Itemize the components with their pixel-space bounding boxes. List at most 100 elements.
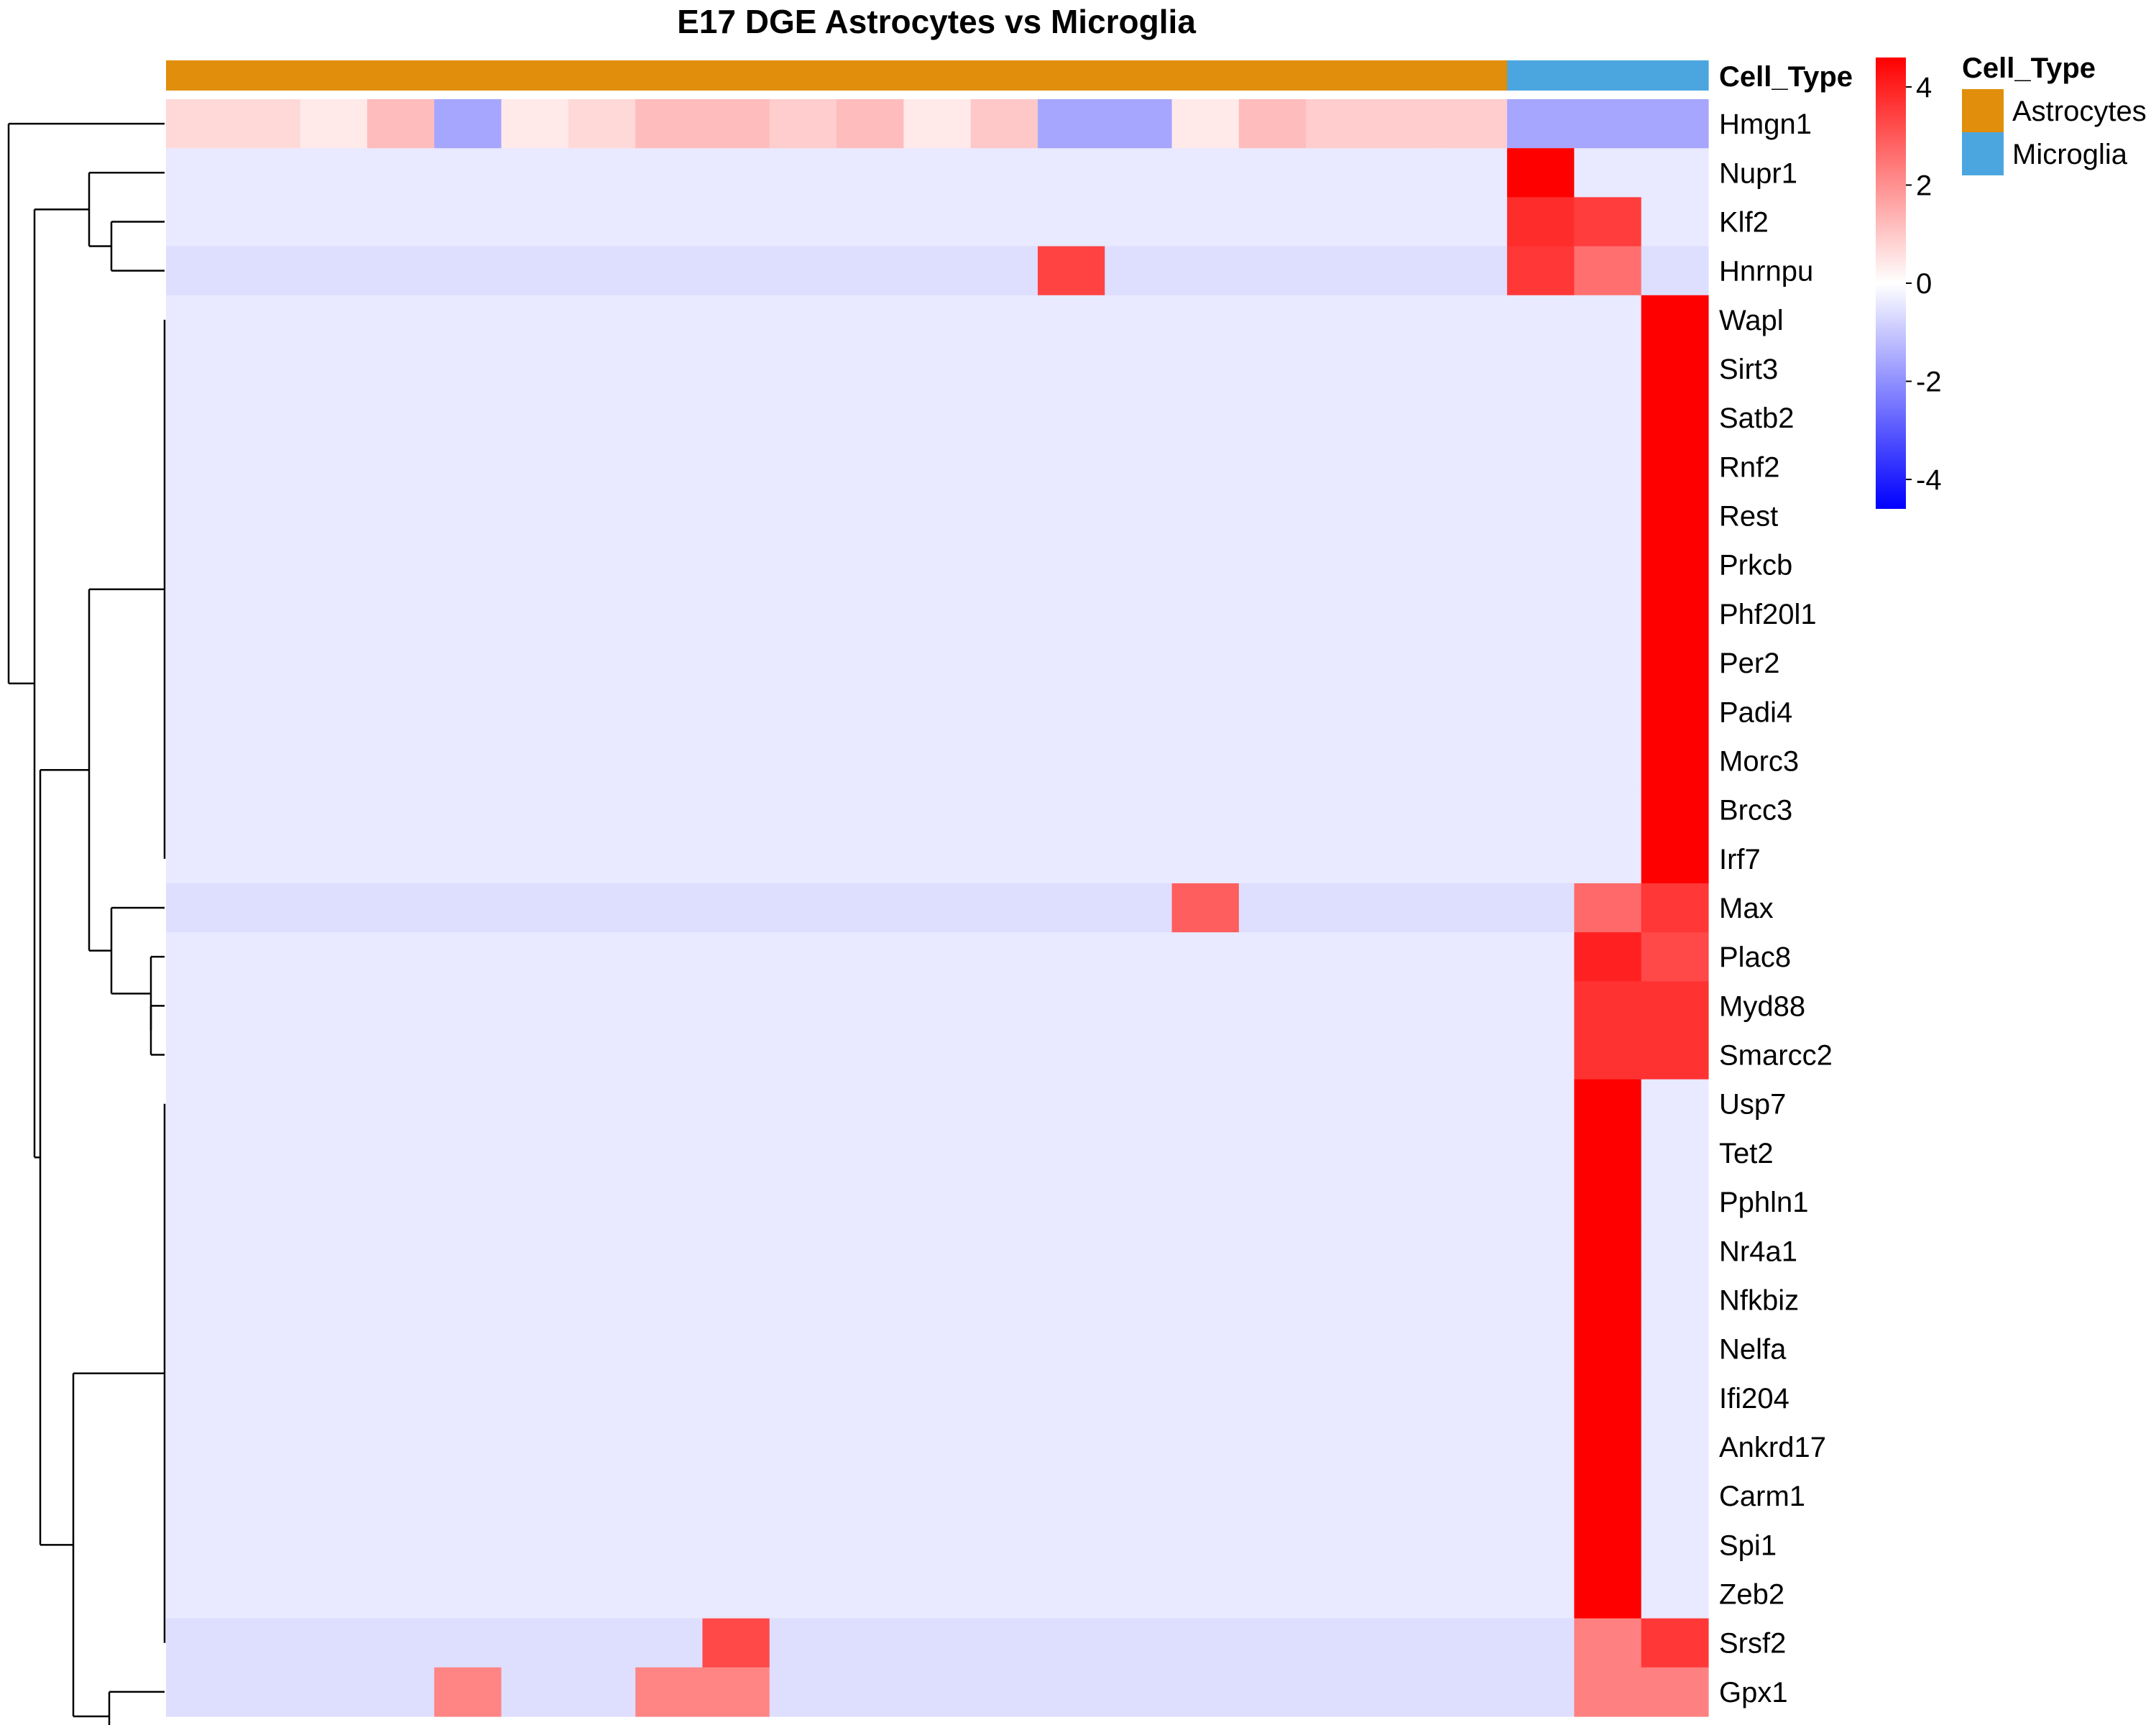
heatmap-cell [1306,344,1374,394]
heatmap-cell [233,1226,301,1276]
heatmap-cell [300,981,368,1031]
heatmap-cell [367,1324,435,1374]
heatmap-cell [837,344,904,394]
heatmap-cell [1306,589,1374,639]
heatmap-cell [702,638,770,688]
heatmap-cell [233,344,301,394]
heatmap-cell [769,295,837,345]
heatmap-cell [166,1520,234,1570]
heatmap-cell [1439,442,1508,492]
heatmap-cell [837,540,904,590]
heatmap-cell [1574,638,1642,688]
heatmap-cell [1574,1520,1642,1570]
annotation-cell [166,60,234,91]
heatmap-cell [1641,1128,1709,1178]
heatmap-cell [1306,491,1374,541]
heatmap-cell [1439,1079,1508,1129]
heatmap-cell [367,197,435,247]
heatmap-cell [367,295,435,345]
heatmap-cell [1574,491,1642,541]
heatmap-cell [367,981,435,1031]
heatmap-cell [1238,1520,1307,1570]
heatmap-cell [970,1079,1038,1129]
heatmap-cell [837,1373,904,1423]
gene-label: Spi1 [1719,1530,1777,1561]
heatmap-cell [1507,1569,1575,1619]
heatmap-cell [1373,1569,1441,1619]
heatmap-cell [434,932,502,982]
gene-label: Myd88 [1719,990,1805,1022]
heatmap-cell [1238,687,1307,737]
heatmap-cell [1171,1520,1240,1570]
heatmap-cell [702,1079,770,1129]
heatmap-cell [1105,883,1173,933]
heatmap-cell [970,883,1038,933]
heatmap-cell [233,638,301,688]
heatmap-cell [1306,1373,1374,1423]
heatmap-cell [635,981,704,1031]
heatmap-cell [903,638,972,688]
heatmap-cell [769,932,837,982]
heatmap-cell [1439,736,1508,786]
heatmap-cell [1105,148,1173,198]
gene-label: Sirt3 [1719,354,1778,385]
heatmap-cell [903,1128,972,1178]
heatmap-cell [367,785,435,835]
heatmap-cell [1439,638,1508,688]
heatmap-cell [1641,442,1709,492]
annotation-cell [1574,60,1642,91]
heatmap-cell [1507,99,1575,149]
heatmap-cell [1507,1618,1575,1668]
heatmap-cell [1641,736,1709,786]
heatmap-cell [635,589,704,639]
heatmap-cell [1105,1618,1173,1668]
heatmap-cell [970,148,1038,198]
heatmap-cell [635,1324,704,1374]
heatmap-cell [166,1569,234,1619]
heatmap-cell [1306,736,1374,786]
heatmap-cell [1574,785,1642,835]
heatmap-cell [903,1079,972,1129]
heatmap-cell [367,687,435,737]
heatmap-cell [1373,148,1441,198]
heatmap-cell [837,295,904,345]
heatmap-cell [1037,1128,1105,1178]
heatmap-cell [837,246,904,296]
heatmap-cell [1037,981,1105,1031]
heatmap-cell [1439,1324,1508,1374]
heatmap-cell [1105,344,1173,394]
heatmap-cell [1037,834,1105,884]
gene-labels: Hmgn1 Nupr1 Klf2 Hnrnpu Wapl Sirt3 Satb2 Rnf2 Re… [1719,109,1833,1708]
heatmap-cell [233,1373,301,1423]
heatmap-cell [970,1275,1038,1325]
heatmap-cell [1238,1324,1307,1374]
gene-label: Rnf2 [1719,451,1780,483]
heatmap-cell [970,1030,1038,1080]
heatmap-cell [1373,1324,1441,1374]
heatmap-cell [702,1128,770,1178]
heatmap-cell [568,883,636,933]
color-scale-ticks: 4 2 0 -2 -4 [1906,72,1942,496]
gene-label: Morc3 [1719,745,1799,777]
heatmap-cell [568,1177,636,1227]
heatmap-cell [903,1520,972,1570]
heatmap-cell [434,1471,502,1521]
heatmap-cell [501,1079,569,1129]
heatmap-cell [300,197,368,247]
heatmap-cell [1373,638,1441,688]
heatmap-cell [1574,1471,1642,1521]
heatmap-cell [837,1226,904,1276]
heatmap-cell [837,442,904,492]
heatmap-cell [1238,1422,1307,1472]
heatmap-cell [769,1324,837,1374]
heatmap-cell [501,932,569,982]
heatmap-cell [1238,1569,1307,1619]
heatmap-cell [1105,1324,1173,1374]
heatmap-cell [1574,246,1642,296]
annotation-cell [970,60,1038,91]
heatmap-cell [837,1275,904,1325]
heatmap-cell [970,981,1038,1031]
heatmap-cell [1373,883,1441,933]
annotation-cell [837,60,904,91]
heatmap-cell [1507,1471,1575,1521]
